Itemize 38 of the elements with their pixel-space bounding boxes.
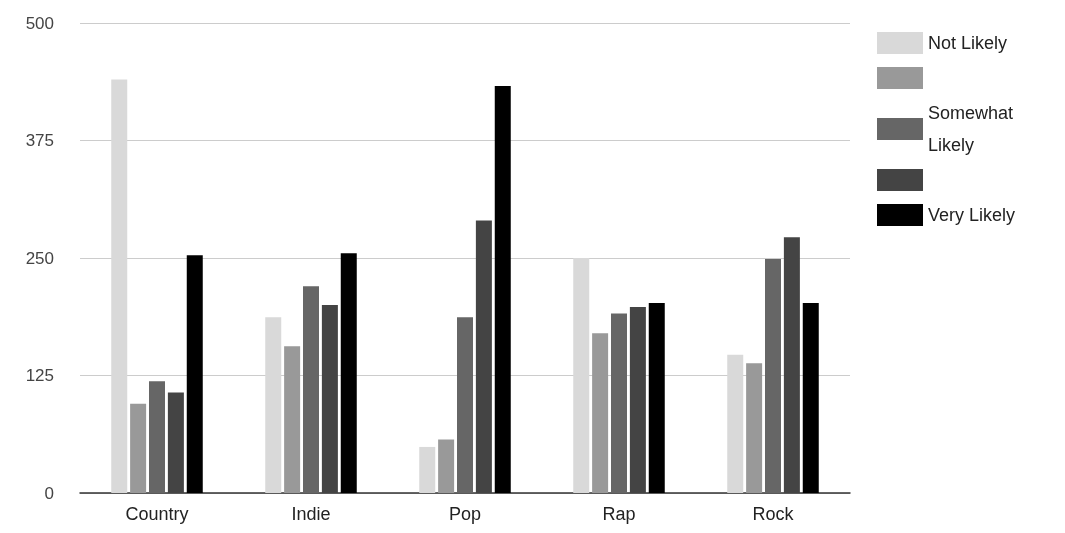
bar <box>573 258 590 493</box>
bar <box>167 392 184 493</box>
bar <box>494 85 511 493</box>
bar <box>727 354 744 493</box>
bar <box>629 306 646 493</box>
bar <box>457 317 473 493</box>
bar <box>186 255 203 493</box>
x-tick-label: Indie <box>291 504 331 524</box>
bar <box>648 303 665 493</box>
bar <box>130 403 147 493</box>
legend-label: Not Likely <box>928 33 1008 53</box>
x-tick-label: Rock <box>752 504 795 524</box>
bar <box>592 333 609 493</box>
bar <box>611 313 627 493</box>
bar <box>438 439 455 493</box>
bar <box>149 381 165 493</box>
legend-label: Somewhat Likely <box>928 103 1019 155</box>
bar <box>284 346 301 493</box>
bar <box>303 286 319 493</box>
bar <box>765 258 781 493</box>
bar <box>111 79 128 493</box>
y-tick-label: 500 <box>25 13 54 33</box>
y-tick-label: 125 <box>25 366 54 385</box>
bar <box>265 317 282 493</box>
bar <box>802 303 819 493</box>
y-tick-label: 375 <box>25 131 54 150</box>
y-tick-label: 0 <box>44 483 54 503</box>
legend-label: Very Likely <box>928 205 1016 225</box>
bar <box>783 237 800 493</box>
bar <box>475 220 492 493</box>
x-tick-label: Rap <box>602 504 636 524</box>
bar <box>746 363 763 493</box>
bar <box>321 305 338 493</box>
bar <box>419 446 436 493</box>
x-tick-label: Pop <box>448 504 482 524</box>
bar <box>340 253 357 493</box>
x-tick-label: Country <box>125 504 189 524</box>
y-tick-label: 250 <box>25 248 54 268</box>
